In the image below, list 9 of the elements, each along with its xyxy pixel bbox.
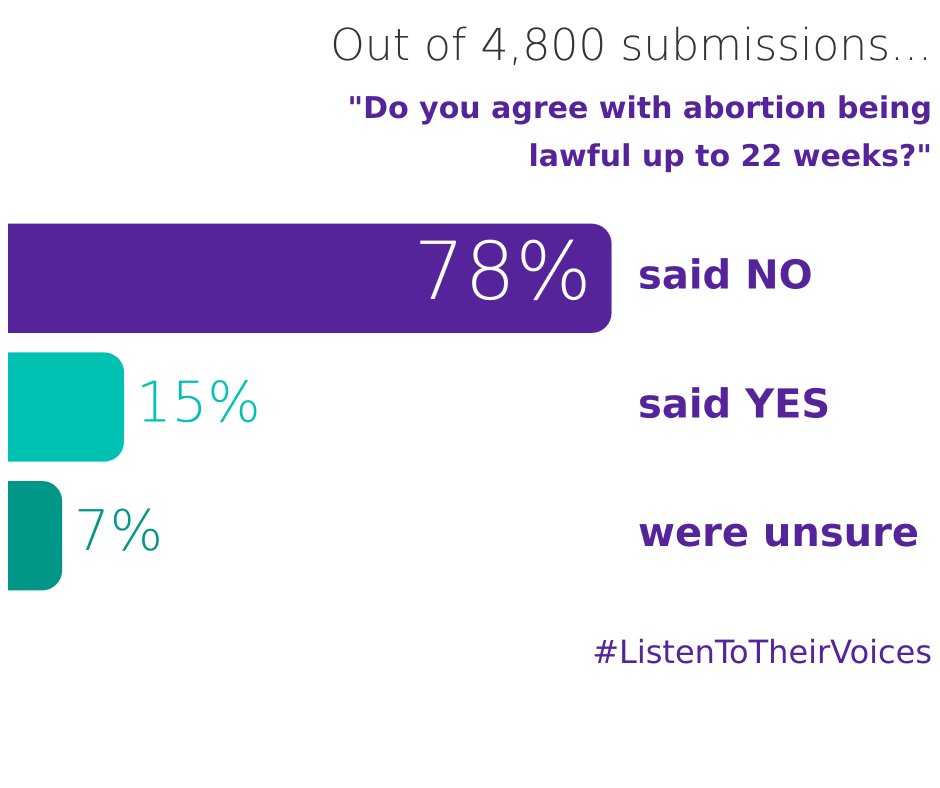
data-label: 78% (414, 225, 592, 318)
text: #ListenToTheirVoices (591, 633, 932, 671)
chart-title: Out of 4,800 submissions... (329, 20, 932, 71)
y-tick-label: said NO (638, 252, 813, 299)
y-tick-label: said YES (638, 381, 830, 428)
chart-subtitle: "Do you agree with abortion being lawful up to 22 weeks?" (346, 90, 932, 176)
data-label: 7% (74, 499, 164, 564)
data-label: 15% (136, 370, 261, 436)
y-tick-label: were unsure (638, 510, 920, 556)
